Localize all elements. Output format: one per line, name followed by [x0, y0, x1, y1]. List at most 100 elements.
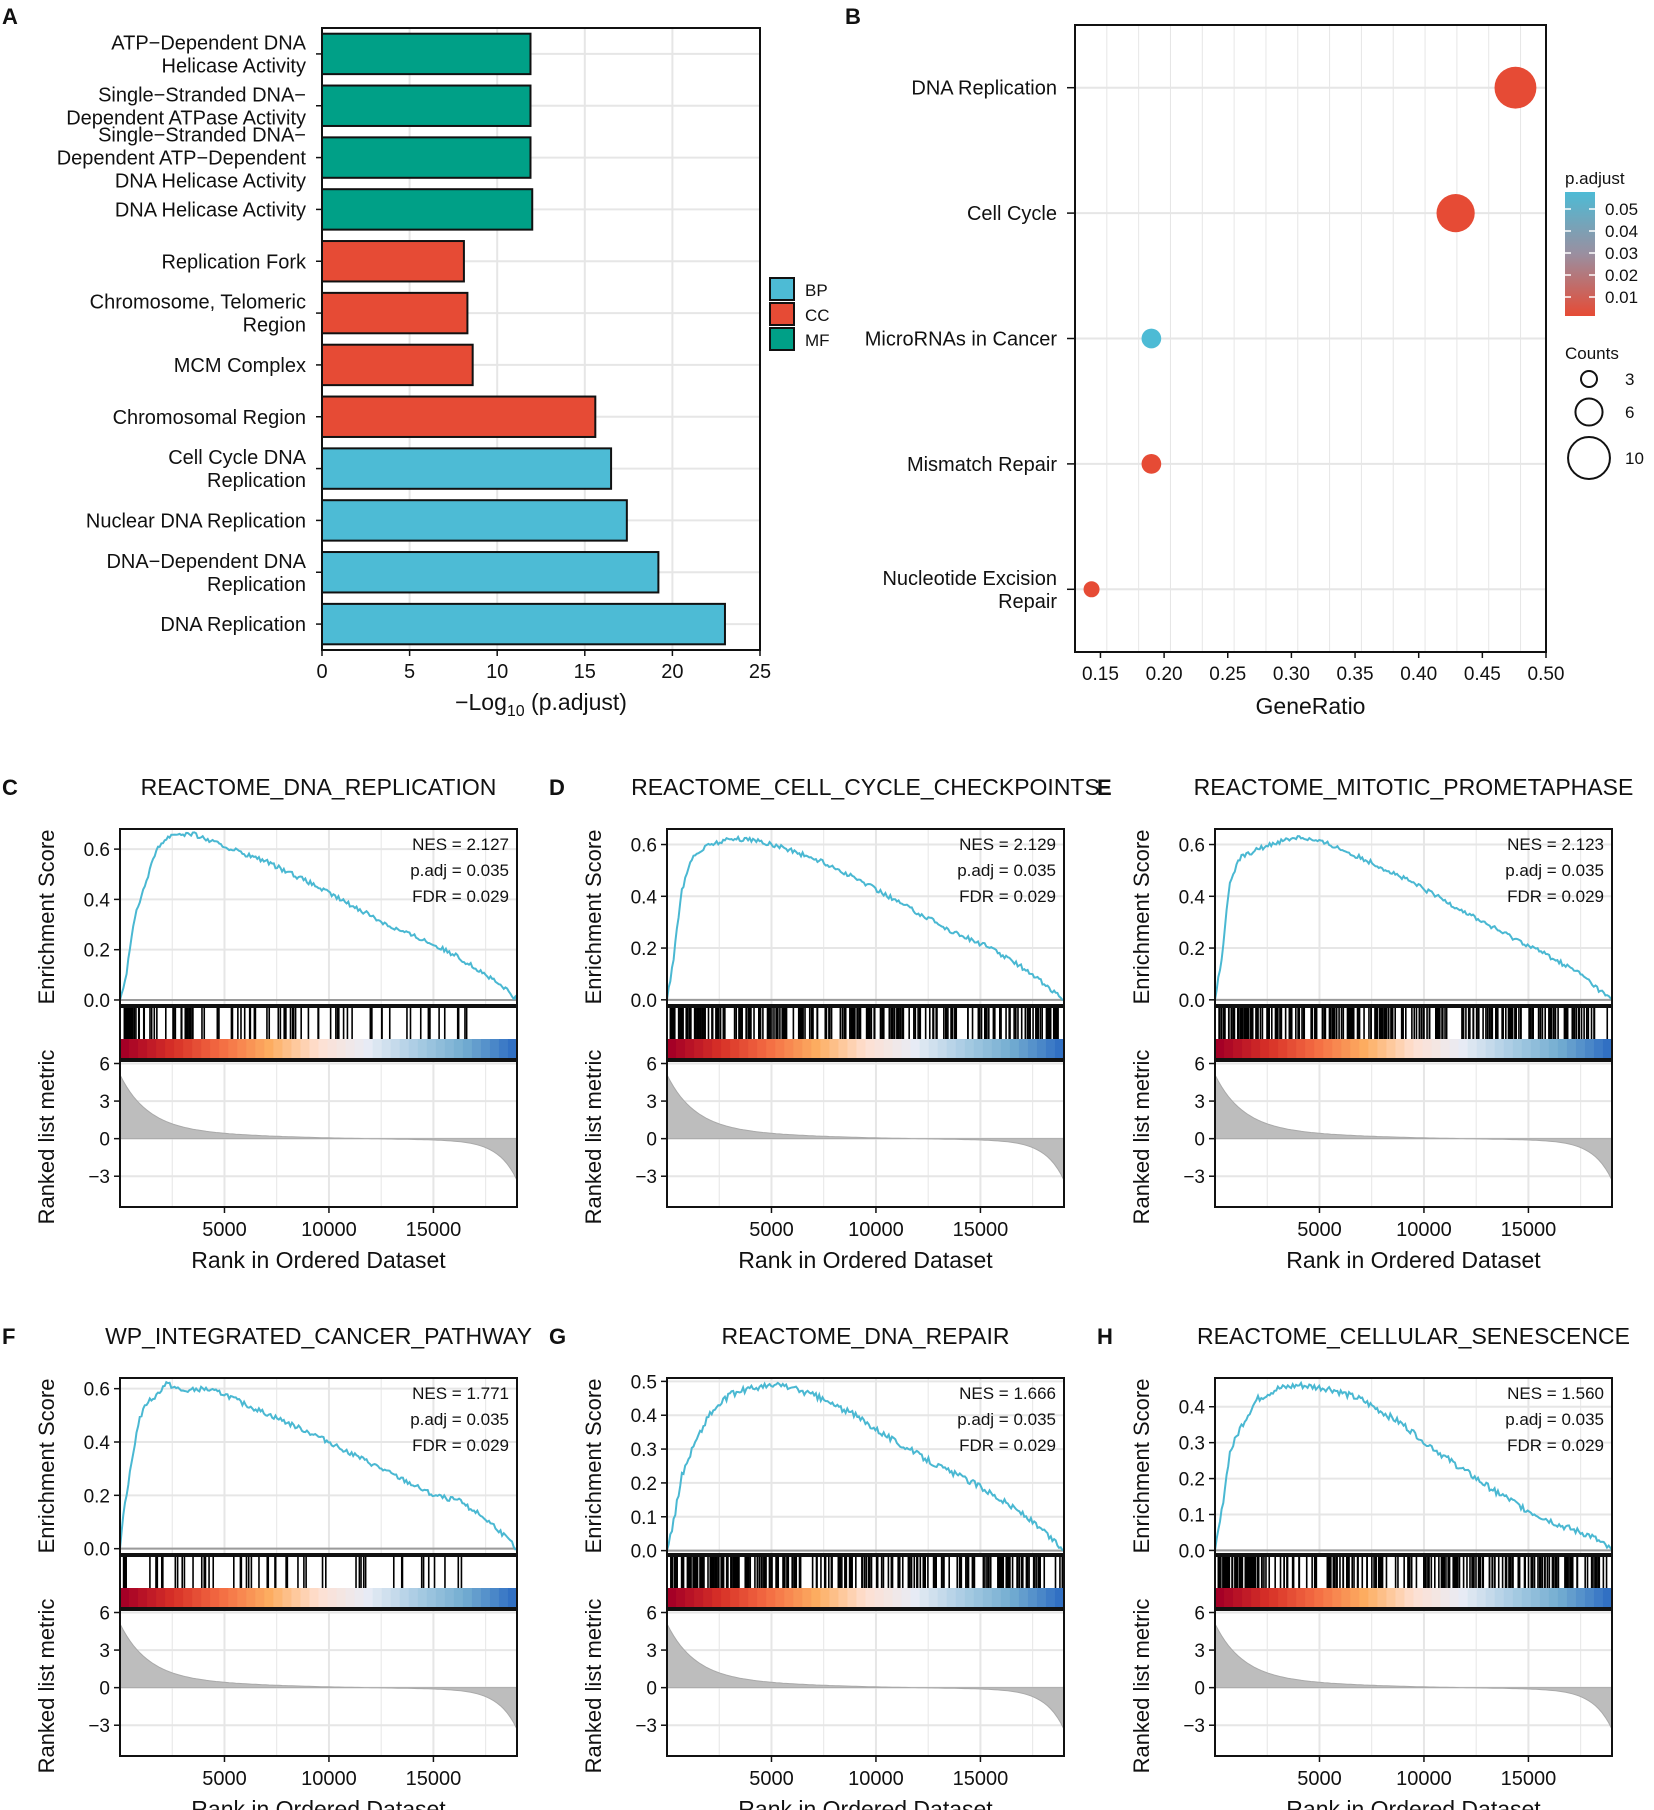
stripe-segment: [192, 1588, 202, 1608]
y-axis-label: Enrichment Score: [581, 1379, 606, 1554]
stripe-segment: [1422, 1039, 1433, 1059]
dot: [1494, 66, 1537, 109]
hit-lines: [669, 1007, 1059, 1039]
stats-label: p.adj = 0.035: [1505, 1410, 1604, 1429]
x-tick-label: 15000: [1501, 1219, 1557, 1241]
stripe-segment: [919, 1588, 930, 1608]
x-axis-label: Rank in Ordered Dataset: [191, 1247, 446, 1273]
y-tick-label: 0.2: [631, 1474, 657, 1495]
stripe-segment: [829, 1588, 840, 1608]
bar: [321, 291, 469, 335]
x-tick-label: 0.20: [1146, 664, 1183, 685]
metric-tick-label: −3: [88, 1167, 110, 1188]
stripe-segment: [1242, 1588, 1252, 1608]
size-legend-circle: [1574, 397, 1604, 427]
x-tick-label: 10: [486, 661, 508, 683]
stripe-segment: [1054, 1588, 1065, 1608]
stripe-segment: [1368, 1588, 1379, 1608]
y-tick-label: 0.4: [84, 1433, 111, 1454]
stripe-segment: [318, 1039, 329, 1059]
dot: [1141, 454, 1162, 474]
stripe-segment: [1440, 1039, 1451, 1059]
stripe-segment: [883, 1039, 894, 1059]
stripe-segment: [489, 1039, 500, 1059]
x-axis-label: Rank in Ordered Dataset: [738, 1247, 993, 1273]
stripe-segment: [138, 1588, 148, 1608]
stripe-segment: [435, 1588, 446, 1608]
stripe-segment: [471, 1039, 482, 1059]
stripe-segment: [685, 1588, 695, 1608]
stripe-segment: [1584, 1039, 1595, 1059]
stripe-segment: [228, 1588, 238, 1608]
stripe-segment: [1521, 1588, 1532, 1608]
stripe-segment: [390, 1588, 401, 1608]
stripe-segment: [1296, 1588, 1306, 1608]
dot: [1083, 581, 1100, 598]
stripe-segment: [381, 1588, 392, 1608]
metric-axis-label: Ranked list metric: [34, 1050, 59, 1225]
stripe-segment: [1359, 1588, 1369, 1608]
stripe-segment: [1494, 1588, 1505, 1608]
es-curve: [666, 834, 1065, 1001]
metric-tick-label: −3: [635, 1716, 657, 1737]
stripe-segment: [408, 1039, 419, 1059]
bar: [321, 188, 534, 231]
y-tick-label-line: Replication: [207, 574, 306, 596]
stripe-segment: [1018, 1588, 1029, 1608]
dot: [1436, 194, 1475, 233]
metric-tick-label: 0: [646, 1679, 657, 1700]
color-legend-label: 0.04: [1605, 222, 1638, 241]
x-tick-label: 10000: [301, 1768, 357, 1790]
metric-axis-label: Ranked list metric: [34, 1599, 59, 1774]
stripe-segment: [1458, 1039, 1469, 1059]
y-axis-label: Enrichment Score: [34, 1379, 59, 1554]
y-tick-label-line: Single−Stranded DNA−: [98, 84, 306, 106]
x-tick-label: 0.50: [1528, 664, 1565, 685]
stripe-segment: [1386, 1588, 1397, 1608]
y-tick-label: DNA Helicase Activity: [115, 199, 306, 221]
x-tick-label: 5000: [1297, 1219, 1342, 1241]
x-tick-label: 0.35: [1337, 664, 1374, 685]
stripe-segment: [417, 1588, 428, 1608]
x-tick-label: 0.25: [1209, 664, 1246, 685]
y-tick-label-line: Dependent ATP−Dependent: [57, 148, 307, 170]
stripe-segment: [784, 1039, 794, 1059]
stripe-segment: [399, 1039, 410, 1059]
color-legend-bar: [1565, 192, 1595, 316]
x-axis-label-subscript: 10: [507, 703, 525, 720]
dot: [1141, 328, 1162, 349]
stripe-segment: [165, 1039, 175, 1059]
stripe-segment: [991, 1039, 1002, 1059]
color-legend-label: 0.01: [1605, 288, 1638, 307]
stats-label: FDR = 0.029: [1507, 1436, 1604, 1455]
stripe-segment: [1036, 1039, 1047, 1059]
stripe-segment: [964, 1588, 975, 1608]
bar: [321, 84, 532, 127]
y-tick-label-line: Repair: [998, 591, 1057, 613]
stripe-segment: [1323, 1588, 1333, 1608]
stripe-segment: [426, 1039, 437, 1059]
y-tick-label: 0.2: [84, 1486, 110, 1507]
stripe-segment: [129, 1588, 139, 1608]
stripe-segment: [1503, 1588, 1514, 1608]
stripe-segment: [811, 1588, 821, 1608]
stripe-segment: [892, 1039, 903, 1059]
stripe-segment: [748, 1039, 758, 1059]
stripe-segment: [766, 1039, 776, 1059]
x-tick-label: 15000: [406, 1768, 462, 1790]
x-tick-label: 15: [574, 661, 596, 683]
stripe-segment: [1395, 1588, 1406, 1608]
hit-frame: [666, 1006, 1065, 1060]
metric-tick-label: 3: [646, 1641, 657, 1662]
y-tick-label: 0.2: [84, 941, 110, 962]
stripe-segment: [1512, 1039, 1523, 1059]
panel-label: D: [549, 775, 565, 800]
stripe-segment: [1548, 1039, 1559, 1059]
panel-label: F: [2, 1324, 15, 1349]
metric-frame: [1214, 1060, 1613, 1208]
stripe-segment: [1314, 1039, 1324, 1059]
stripe-segment: [820, 1588, 831, 1608]
size-legend-label: 3: [1625, 370, 1634, 389]
stats-label: p.adj = 0.035: [957, 861, 1056, 880]
y-tick-label-line: DNA Helicase Activity: [115, 171, 306, 193]
